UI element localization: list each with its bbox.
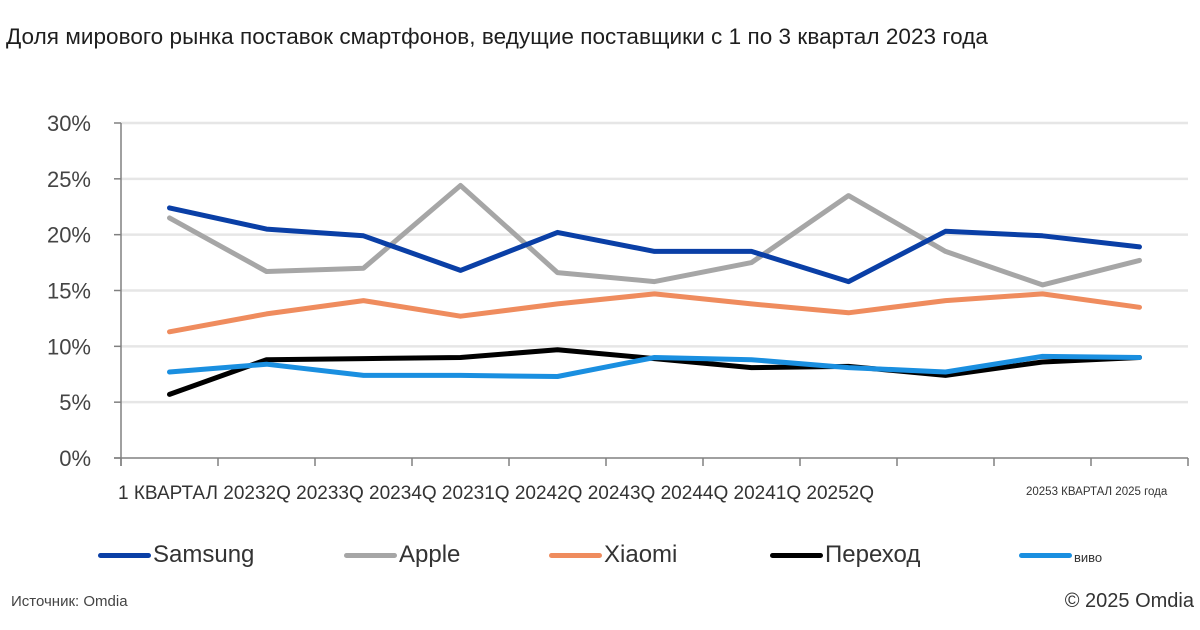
legend-line-icon <box>1019 552 1072 558</box>
svg-text:10%: 10% <box>47 334 91 359</box>
copyright: © 2025 Omdia <box>1064 590 1194 612</box>
x-axis-labels: 1 КВАРТАЛ 20232Q 20233Q 20234Q 20231Q 20… <box>118 483 874 504</box>
x-axis-label-last: 20253 КВАРТАЛ 2025 года <box>1026 486 1168 498</box>
legend: Samsung Apple Xiaomi Переход виво <box>0 537 1200 573</box>
svg-text:5%: 5% <box>59 390 91 415</box>
series-line-apple <box>167 183 1142 288</box>
svg-text:25%: 25% <box>47 167 91 192</box>
legend-line-icon <box>549 552 602 558</box>
legend-line-icon <box>770 552 823 558</box>
series-line-xiaomi <box>167 291 1142 335</box>
svg-text:20%: 20% <box>47 223 91 248</box>
legend-label: Переход <box>825 541 921 568</box>
series-line-samsung <box>167 205 1142 285</box>
line-chart: 0% 5% 10% 15% 20% 25% 30% 1 КВАРТАЛ 20232Q 202… <box>47 111 1189 504</box>
source-note: Источник: Omdia <box>11 593 128 610</box>
legend-item-apple[interactable]: Apple <box>344 537 460 573</box>
series-lines <box>167 183 1142 397</box>
gridlines <box>121 121 1188 404</box>
svg-text:0%: 0% <box>59 446 91 471</box>
axes <box>114 123 1189 466</box>
legend-line-icon <box>344 552 397 558</box>
legend-item-transsion[interactable]: Переход <box>770 537 920 573</box>
chart-title: Доля мирового рынка поставок смартфонов,… <box>6 24 988 49</box>
svg-text:30%: 30% <box>47 111 91 136</box>
y-axis-ticks: 0% 5% 10% 15% 20% 25% 30% <box>47 111 121 471</box>
series-line-виво <box>167 353 1142 379</box>
legend-item-samsung[interactable]: Samsung <box>98 537 254 573</box>
legend-item-xiaomi[interactable]: Xiaomi <box>549 537 677 573</box>
legend-label: виво <box>1074 549 1103 565</box>
legend-item-vivo[interactable]: виво <box>1019 537 1102 573</box>
legend-label: Samsung <box>153 541 255 568</box>
legend-line-icon <box>98 552 151 558</box>
legend-label: Apple <box>399 541 461 568</box>
svg-text:15%: 15% <box>47 279 91 304</box>
legend-label: Xiaomi <box>604 541 678 568</box>
